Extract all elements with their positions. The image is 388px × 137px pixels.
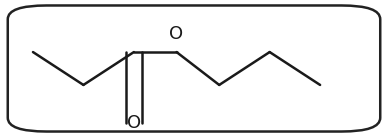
FancyBboxPatch shape — [8, 5, 380, 132]
Text: O: O — [127, 114, 141, 132]
Text: O: O — [170, 25, 184, 43]
